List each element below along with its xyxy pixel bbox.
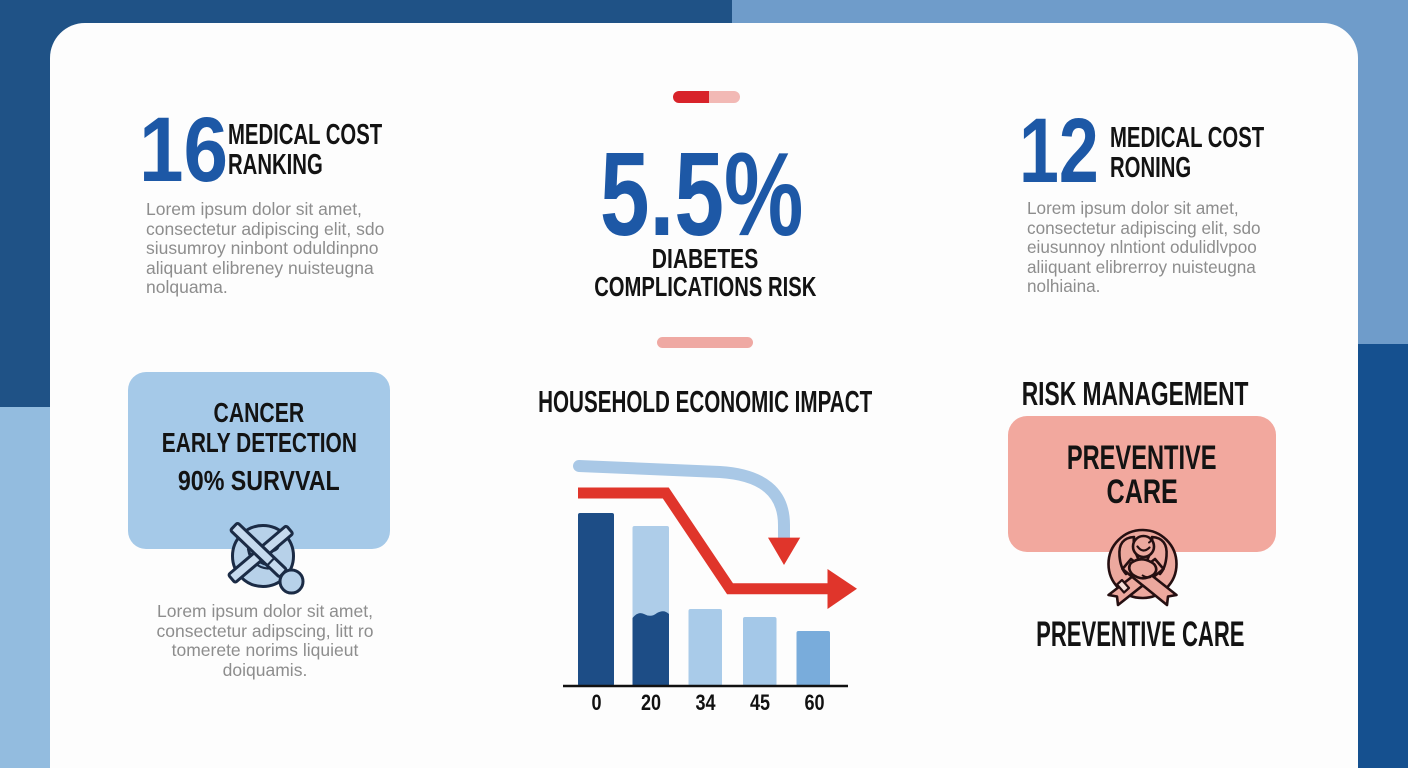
svg-text:0: 0 [591,691,601,715]
svg-text:20: 20 [641,691,661,715]
svg-text:34: 34 [695,691,716,715]
svg-text:60: 60 [804,691,824,715]
svg-text:45: 45 [750,691,770,715]
